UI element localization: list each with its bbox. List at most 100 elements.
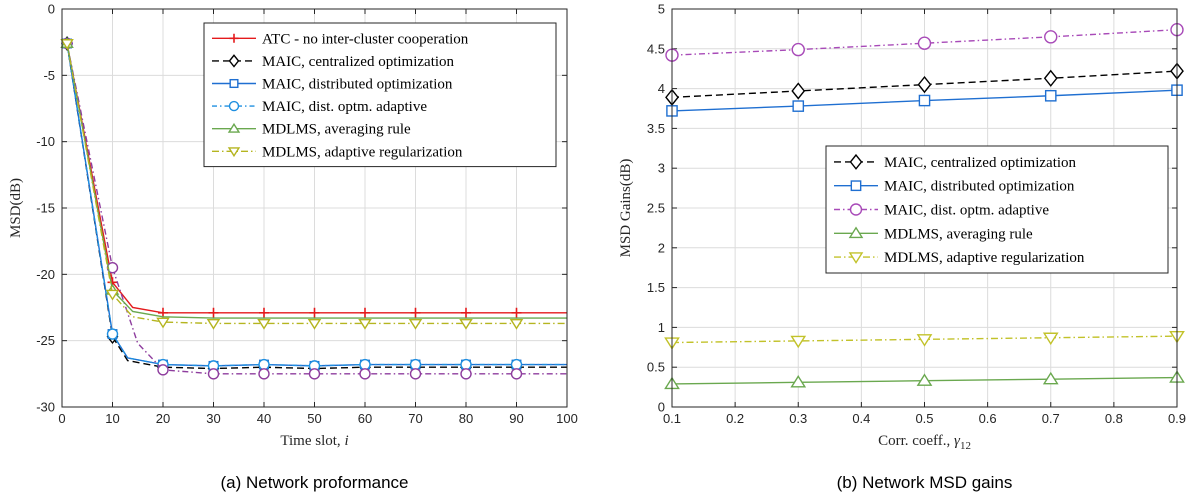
chart1-y-tick-label: 3 <box>658 161 665 176</box>
chart0-axes-frame <box>61 8 568 408</box>
chart0-series-6-point <box>105 289 120 301</box>
chart0-series-4-point <box>157 364 169 376</box>
chart-network-performance: 0 10 20 30 40 50 60 70 80 90 100 0 -5 -10 -15 -20 -25 -30… <box>8 2 578 493</box>
chart0-x-axis-label: Time slot, i <box>280 433 348 449</box>
chart0-y-tick-label: -15 <box>36 201 55 216</box>
chart0-series-3-point <box>106 328 119 340</box>
chart1-legend-label: MAIC, dist. optm. adaptive <box>884 203 1049 219</box>
chart0-series-4-point <box>258 368 270 380</box>
chart0-series-line-5 <box>66 43 567 319</box>
chart0-series-6-point <box>459 318 473 330</box>
chart1-series-0-point <box>1043 69 1058 87</box>
chart0-series-0-point <box>461 307 471 318</box>
chart1-x-tick-label: 0.7 <box>1042 411 1060 426</box>
chart0-series-0-point <box>309 307 320 318</box>
chart1-y-tick-label: 2.5 <box>647 201 665 216</box>
chart0-x-tick-label: 10 <box>105 411 119 426</box>
chart1-x-axis-label: Corr. coeff., γ12 <box>878 433 971 452</box>
chart1-series-3-point <box>790 375 807 388</box>
chart0-series-4-point <box>359 368 371 380</box>
chart1-legend-marker <box>849 203 863 216</box>
chart0-series-4-point <box>308 368 321 380</box>
chart0-legend-marker <box>228 54 240 68</box>
chart0-x-tick-label: 80 <box>459 411 473 426</box>
chart0-y-tick-label: -10 <box>36 134 55 149</box>
chart1-axes-frame <box>671 8 1178 408</box>
chart1-series-1-point <box>792 100 805 112</box>
chart0-x-tick-label: 70 <box>408 411 422 426</box>
chart0-y-axis-label: MSD(dB) <box>8 178 24 238</box>
chart1-series-2-point <box>917 36 932 50</box>
chart0-series-line-2 <box>66 43 567 367</box>
chart0-series-4-point <box>460 368 472 380</box>
chart0-x-tick-label: 60 <box>358 411 372 426</box>
chart0-x-tick-label: 40 <box>257 411 271 426</box>
chart0-series-6-point <box>509 318 524 330</box>
chart1-series-line-0 <box>671 70 1178 99</box>
chart0-series-4-point <box>409 368 422 380</box>
chart1-caption: (b) Network MSD gains <box>837 473 1013 492</box>
chart0-x-tick-label: 0 <box>58 411 65 426</box>
chart1-legend-label: MAIC, centralized optimization <box>884 155 1077 171</box>
chart0-x-tick-label: 30 <box>206 411 220 426</box>
chart1-legend <box>825 145 1169 274</box>
chart0-series-0-point <box>511 307 522 318</box>
chart0-series-3-point <box>510 358 523 371</box>
chart0-legend-label: MAIC, dist. optm. adaptive <box>262 99 427 115</box>
chart1-y-tick-label: 5 <box>658 2 665 17</box>
chart0-series-6-point <box>307 318 322 330</box>
chart0-y-tick-label: -5 <box>43 68 55 83</box>
chart0-x-tick-label: 50 <box>307 411 321 426</box>
chart1-series-3-point <box>916 373 933 386</box>
chart1-y-tick-label: 3.5 <box>647 121 665 136</box>
chart0-x-tick-label: 90 <box>509 411 523 426</box>
chart1-y-tick-label: 4.5 <box>647 41 665 56</box>
chart0-series-6-point <box>206 318 221 330</box>
chart1-y-tick-label: 2 <box>658 240 665 255</box>
chart0-series-line-1 <box>66 43 567 370</box>
chart1-x-tick-label: 0.4 <box>852 411 870 426</box>
chart1-legend-label: MDLMS, adaptive regularization <box>884 250 1085 266</box>
chart1-series-4-point <box>790 335 807 349</box>
chart1-x-tick-label: 0.2 <box>726 411 744 426</box>
chart1-y-tick-label: 1.5 <box>647 280 665 295</box>
chart1-legend-label: MDLMS, averaging rule <box>884 226 1033 242</box>
chart0-series-0-point <box>410 307 421 318</box>
chart0-series-6-point <box>408 318 423 330</box>
chart0-series-6-point <box>257 318 271 330</box>
chart1-series-0-point <box>791 82 806 100</box>
chart0-series-line-6 <box>66 43 567 325</box>
chart1-series-2-point <box>791 42 805 57</box>
chart1-x-tick-label: 0.8 <box>1105 411 1123 426</box>
chart1-series-0-point <box>917 75 932 94</box>
chart0-y-tick-label: -30 <box>36 400 55 415</box>
chart0-x-tick-label: 20 <box>156 411 170 426</box>
chart1-series-1-point <box>918 94 931 107</box>
chart0-legend-label: MAIC, centralized optimization <box>262 54 455 70</box>
chart-network-msd-gains: 0.1 0.2 0.3 0.4 0.5 0.6 0.7 0.8 0.9 0 0.5 1 1.5 2 2.5 3… <box>618 2 1186 493</box>
chart0-series-3-point <box>460 358 472 371</box>
chart0-x-tick-label: 100 <box>556 411 578 426</box>
chart0-series-4-point <box>510 368 523 380</box>
chart1-legend-label: MAIC, distributed optimization <box>884 179 1075 195</box>
chart1-legend-marker <box>850 180 862 192</box>
chart0-y-tick-label: -20 <box>36 267 55 282</box>
chart1-y-tick-label: 0 <box>658 400 665 415</box>
chart0-legend-marker <box>229 33 239 43</box>
chart1-series-4-point <box>916 334 933 347</box>
chart0-series-0-point <box>208 307 219 318</box>
chart1-x-tick-label: 0.9 <box>1168 411 1186 426</box>
chart0-series-3-point <box>258 358 270 371</box>
chart1-legend-marker <box>848 226 864 239</box>
chart0-legend-marker <box>229 78 239 89</box>
chart0-legend <box>203 22 557 168</box>
chart1-series-1-point <box>1044 89 1057 102</box>
chart1-y-axis-label: MSD Gains(dB) <box>618 159 634 258</box>
chart1-legend-marker <box>849 153 863 170</box>
chart0-y-tick-label: -25 <box>36 333 55 348</box>
chart0-legend-marker <box>227 122 241 133</box>
chart0-legend-marker <box>228 100 240 112</box>
chart0-legend-label: MDLMS, adaptive regularization <box>262 144 463 160</box>
chart0-series-6-point <box>358 318 372 330</box>
